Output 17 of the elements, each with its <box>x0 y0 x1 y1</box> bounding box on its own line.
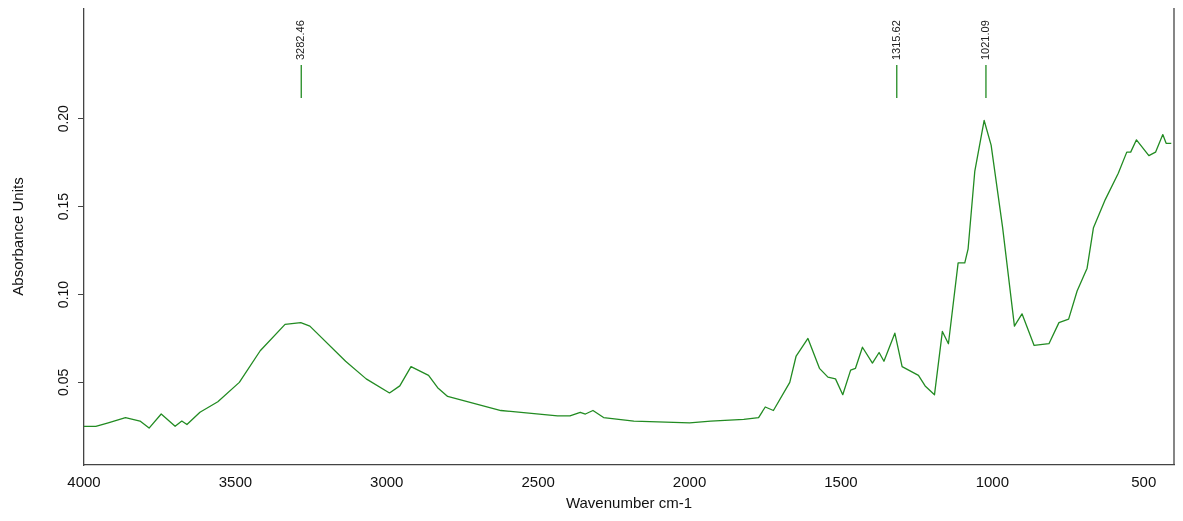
x-axis-title: Wavenumber cm-1 <box>565 494 693 512</box>
x-tick-label: 2000 <box>672 473 707 491</box>
annotation: 3282.46 <box>294 20 307 60</box>
x-tick-label: 3000 <box>370 473 404 491</box>
x-tick-label: 1500 <box>824 473 858 491</box>
x-tick-label: 500 <box>1131 473 1157 491</box>
x-tick-label: 3500 <box>218 473 253 491</box>
y-tick-label: 0.15 <box>54 192 71 221</box>
y-axis-title: Absorbance Units <box>9 177 27 296</box>
annotation: 1315.62 <box>889 20 902 60</box>
x-tick-label: 4000 <box>67 473 101 491</box>
y-tick-label: 0.05 <box>54 368 71 397</box>
x-tick-label: 2500 <box>521 473 555 491</box>
annotation: 1021.09 <box>978 20 991 60</box>
x-tick-label: 1000 <box>975 473 1010 491</box>
y-tick-label: 0.20 <box>54 104 71 133</box>
y-tick-label: 0.10 <box>54 280 71 309</box>
